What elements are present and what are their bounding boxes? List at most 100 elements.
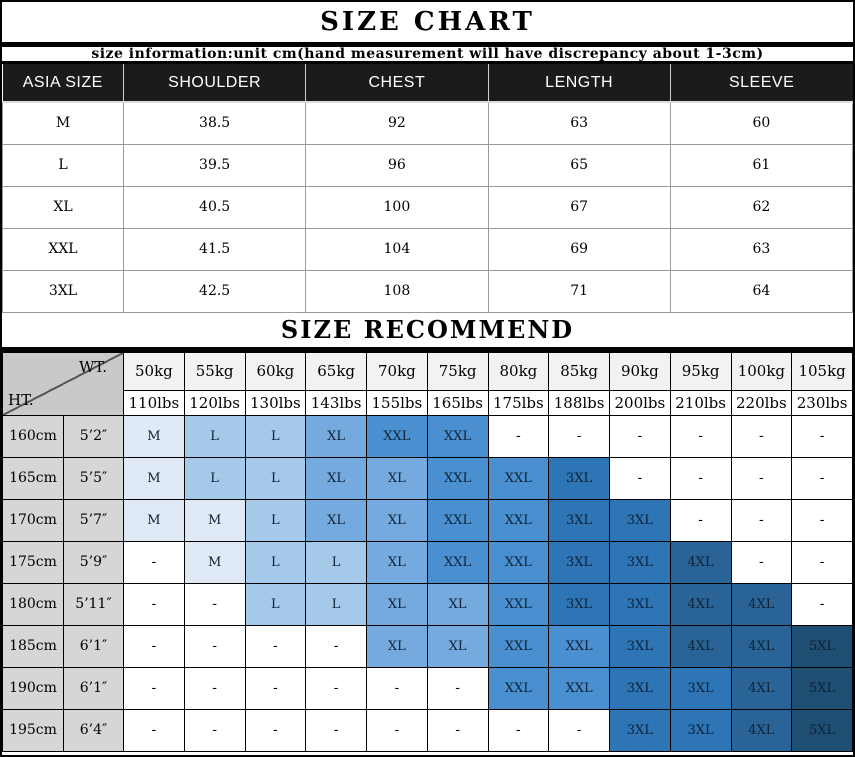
size-recommend-cell: 4XL <box>730 666 793 710</box>
weight-lbs-row: 110lbs 120lbs 130lbs 143lbs 155lbs 165lbs 175l… <box>3 389 853 416</box>
size-recommend-cell: XXL <box>487 624 550 668</box>
size-recommend-cell: 3XL <box>669 708 732 752</box>
asia-size-cell: XXL <box>2 227 124 271</box>
size-chart-header: ASIA SIZE <box>2 64 124 103</box>
size-recommend-cell: - <box>426 666 489 710</box>
size-recommend-cell: XL <box>426 624 489 668</box>
size-recommend-cell: M <box>123 414 185 458</box>
weight-axis-label: WT. <box>79 357 107 376</box>
size-recommend-cell: XL <box>366 456 428 500</box>
height-ft-cell: 6’1″ <box>63 666 124 710</box>
size-chart-row: XXL 41.5 104 69 63 <box>2 227 853 271</box>
measurement-cell: 61 <box>669 143 853 187</box>
size-chart-table: ASIA SIZE SHOULDER CHEST LENGTH SLEEVE M 38.5… <box>2 64 853 313</box>
size-recommend-cell: 3XL <box>609 582 671 626</box>
size-recommend-cell: XXL <box>366 414 428 458</box>
measurement-cell: 104 <box>305 227 489 271</box>
weight-kg-header: 95kg <box>669 351 732 391</box>
size-recommend-cell: XL <box>305 456 367 500</box>
size-recommend-cell: 3XL <box>548 456 610 500</box>
measurement-cell: 39.5 <box>122 143 307 187</box>
size-recommend-cell: - <box>791 498 853 542</box>
weight-lbs-header: 120lbs <box>183 389 246 416</box>
weight-kg-header: 105kg <box>791 351 853 391</box>
weight-kg-header: 90kg <box>609 351 671 391</box>
size-recommend-cell: 3XL <box>548 498 610 542</box>
size-recommend-cell: 5XL <box>791 624 853 668</box>
size-recommend-cell: - <box>791 582 853 626</box>
size-recommend-cell: - <box>123 708 185 752</box>
height-ft-cell: 5’5″ <box>63 456 124 500</box>
weight-kg-header: 60kg <box>244 351 307 391</box>
size-recommend-cell: 4XL <box>730 624 793 668</box>
weight-kg-header: 80kg <box>487 351 550 391</box>
size-recommend-cell: XL <box>366 540 428 584</box>
height-cm-cell: 170cm <box>2 498 64 542</box>
size-chart-row: 3XL 42.5 108 71 64 <box>2 269 853 313</box>
size-recommend-row: 180cm 5’11″ - - L L XL XL XXL 3XL 3XL 4XL 4XL - <box>2 582 853 626</box>
size-recommend-cell: L <box>244 414 307 458</box>
size-recommend-cell: XXL <box>426 540 489 584</box>
size-chart-row: M 38.5 92 63 60 <box>2 101 853 145</box>
height-cm-cell: 165cm <box>2 456 64 500</box>
measurement-cell: 40.5 <box>122 185 307 229</box>
size-recommend-row: 195cm 6’4″ - - - - - - - -3XL 3XL 4XL 5XL <box>2 708 853 752</box>
divider-bar-top <box>2 42 853 47</box>
size-recommend-cell: 3XL <box>669 666 732 710</box>
weight-lbs-header: 230lbs <box>791 389 853 416</box>
measurement-cell: 63 <box>669 227 853 271</box>
size-recommend-table: WT. HT. 50kg 55kg 60kg 65kg 70kg 75kg 80kg 85kg… <box>2 351 853 752</box>
weight-kg-header: 75kg <box>426 351 489 391</box>
size-recommend-row: 190cm 6’1″ - - - - - - XXL XXL 3XL 3XL 4XL 5XL <box>2 666 853 710</box>
size-recommend-cell: - <box>183 624 246 668</box>
size-recommend-cell: - <box>305 624 367 668</box>
measurement-cell: 42.5 <box>122 269 307 313</box>
weight-lbs-header: 200lbs <box>609 389 671 416</box>
recommend-title: SIZE RECOMMEND <box>2 312 853 347</box>
measurement-cell: 60 <box>669 101 853 145</box>
measurement-cell: 69 <box>487 227 671 271</box>
weight-lbs-header: 175lbs <box>487 389 550 416</box>
size-recommend-cell: - <box>609 456 671 500</box>
size-recommend-cell: 3XL <box>609 624 671 668</box>
size-recommend-cell: XL <box>366 498 428 542</box>
size-recommend-cell: - <box>183 582 246 626</box>
weight-lbs-header: 130lbs <box>244 389 307 416</box>
size-recommend-cell: L <box>183 414 246 458</box>
height-ft-cell: 5’7″ <box>63 498 124 542</box>
size-recommend-cell: L <box>244 582 307 626</box>
size-recommend-row: 160cm 5’2″ M L L XL XXL XXL - - - - - - <box>2 414 853 458</box>
height-cm-cell: 195cm <box>2 708 64 752</box>
size-recommend-cell: 3XL <box>609 540 671 584</box>
size-recommend-cell: 4XL <box>669 582 732 626</box>
size-recommend-cell: L <box>244 498 307 542</box>
size-recommend-cell: 3XL <box>609 708 671 752</box>
size-recommend-cell: XXL <box>426 498 489 542</box>
measurement-cell: 108 <box>305 269 489 313</box>
diagonal-divider <box>3 352 123 415</box>
size-recommend-cell: - <box>305 708 367 752</box>
size-chart-row: L 39.5 96 65 61 <box>2 143 853 187</box>
weight-lbs-header: 165lbs <box>426 389 489 416</box>
size-recommend-cell: - <box>669 498 732 542</box>
weight-lbs-header: 220lbs <box>730 389 793 416</box>
size-recommend-cell: 4XL <box>730 582 793 626</box>
size-recommend-cell: - <box>244 708 307 752</box>
size-recommend-cell: - <box>244 666 307 710</box>
divider-bar-recommend <box>2 346 853 352</box>
size-recommend-cell: XXL <box>487 582 550 626</box>
size-recommend-cell: - <box>183 708 246 752</box>
size-chart-row: XL 40.5 100 67 62 <box>2 185 853 229</box>
size-recommend-cell: - <box>609 414 671 458</box>
size-recommend-cell: - <box>669 414 732 458</box>
weight-lbs-header: 110lbs <box>123 389 185 416</box>
measurement-cell: 100 <box>305 185 489 229</box>
size-recommend-cell: L <box>244 456 307 500</box>
height-cm-cell: 160cm <box>2 414 64 458</box>
size-recommend-cell: XXL <box>426 414 489 458</box>
size-info-banner: size information:unit cm(hand measuremen… <box>2 46 853 64</box>
size-recommend-cell: XXL <box>548 624 610 668</box>
size-chart-header: LENGTH <box>488 64 671 103</box>
size-recommend-cell: XL <box>305 414 367 458</box>
asia-size-cell: 3XL <box>2 269 124 313</box>
